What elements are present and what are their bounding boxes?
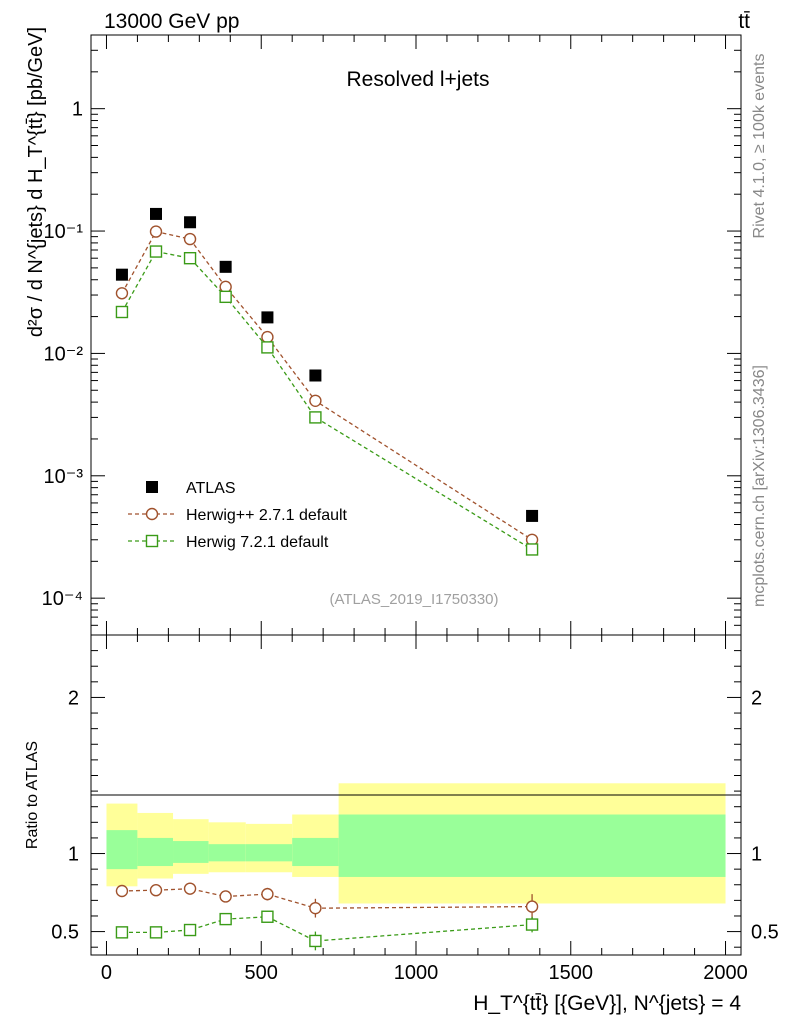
main-ylabel: d²σ / d N^{jets} d H_T^{tt̄} [pb/GeV] (25, 27, 47, 337)
rivet-label: Rivet 4.1.0, ≥ 100k events (751, 54, 768, 239)
ratio-point (149, 884, 163, 897)
main-y-tick-label: 1 (72, 99, 83, 121)
ratio-y-tick-label: 1 (68, 844, 79, 866)
ratio-panel: 0.5 0.5 1 1 2 2 0 500 1000 1500 2000 Ratio to ATLA… (24, 634, 779, 1015)
ratio-y-tick-label-right: 2 (751, 687, 762, 709)
legend-label: Herwig++ 2.7.1 default (186, 507, 348, 524)
ratio-point (183, 923, 197, 937)
data-point (183, 232, 197, 246)
ratio-y-tick-label-right: 1 (751, 844, 762, 866)
data-point (184, 216, 197, 229)
ratio-point (183, 882, 197, 895)
ratio-point (115, 926, 129, 939)
main-title: Resolved l+jets (347, 68, 490, 91)
band-inner (245, 844, 293, 862)
legend-label: Herwig 7.2.1 default (186, 534, 329, 551)
x-tick-label: 0 (101, 962, 112, 984)
data-point (526, 509, 539, 522)
band-inner (173, 841, 209, 863)
x-tick-label: 1000 (394, 962, 439, 984)
data-point (261, 311, 274, 324)
series-line-1 (121, 230, 533, 541)
ratio-y-tick-label: 0.5 (51, 922, 79, 944)
ratio-point (261, 887, 274, 901)
main-panel: 10⁻⁴ 10⁻³ 10⁻² 10⁻¹ 1 Resolved l+jets (ATLAS… (25, 27, 742, 636)
main-y-tick-label: 10⁻¹ (44, 221, 84, 243)
data-point (309, 411, 322, 424)
main-y-tick-label: 10⁻² (44, 343, 84, 365)
x-tick-label: 1500 (549, 962, 594, 984)
ratio-point (149, 926, 163, 939)
legend-marker (145, 507, 159, 521)
xlabel: H_T^{tt̄} [{GeV}], N^{jets} = 4 (473, 992, 741, 1015)
ratio-line-1 (122, 916, 533, 942)
data-point (115, 268, 128, 281)
mcplots-label: mcplots.cern.ch [arXiv:1306.3436] (751, 365, 768, 607)
band-inner (106, 830, 138, 870)
band-inner (338, 814, 726, 877)
ratio-point (219, 890, 232, 903)
data-point (261, 330, 274, 344)
data-point (219, 290, 232, 304)
data-point (219, 260, 232, 273)
ratio-point (525, 918, 539, 931)
data-point (261, 341, 274, 354)
ratio-point (261, 910, 274, 923)
legend-marker (146, 481, 158, 493)
ratio-point (525, 900, 539, 913)
data-point (115, 287, 129, 300)
series-line-2 (121, 250, 533, 551)
ratio-point (309, 934, 322, 948)
band-inner (208, 844, 246, 862)
band-inner (137, 837, 174, 867)
ratio-ylabel: Ratio to ATLAS (24, 741, 41, 849)
ratio-point (309, 901, 322, 915)
legend-label: ATLAS (186, 480, 236, 497)
data-point (183, 251, 197, 265)
data-point (149, 245, 163, 258)
data-point (115, 305, 129, 319)
ratio-y-tick-label-right: 0.5 (751, 922, 779, 944)
process-label: tt̄ (738, 10, 750, 33)
ratio-point (115, 884, 129, 898)
band-inner (292, 837, 339, 867)
main-y-tick-label: 10⁻³ (44, 466, 84, 488)
x-tick-label: 500 (245, 962, 278, 984)
ratio-point (219, 912, 232, 926)
data-point (149, 225, 163, 238)
x-tick-label: 2000 (703, 962, 748, 984)
legend: ATLAS Herwig++ 2.7.1 default Herwig 7.2.1 … (128, 480, 348, 551)
main-y-tick-label: 10⁻⁴ (42, 588, 83, 610)
data-point (525, 543, 539, 556)
analysis-label: (ATLAS_2019_I1750330) (329, 591, 498, 608)
data-point (309, 369, 322, 382)
data-point (150, 207, 162, 220)
ratio-y-tick-label: 2 (68, 687, 79, 709)
data-point (309, 394, 322, 408)
legend-marker (145, 534, 159, 548)
energy-label: 13000 GeV pp (104, 10, 239, 33)
